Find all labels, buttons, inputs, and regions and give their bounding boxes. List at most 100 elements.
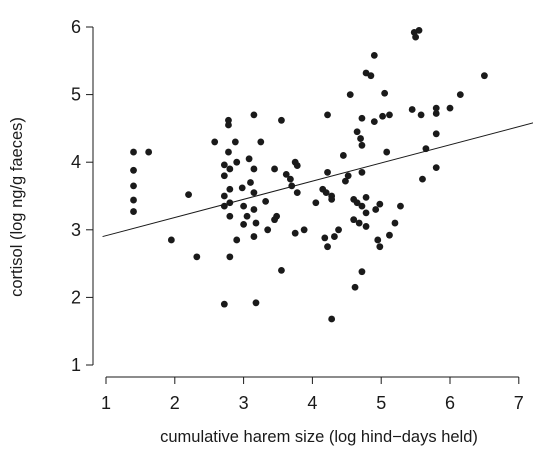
data-point bbox=[376, 243, 384, 251]
x-tick-label: 4 bbox=[307, 393, 317, 413]
data-point bbox=[250, 206, 258, 213]
data-point bbox=[226, 185, 234, 193]
data-point bbox=[247, 179, 254, 186]
data-point bbox=[397, 202, 404, 210]
y-axis-label: cortisol (log ng/g faeces) bbox=[8, 117, 26, 297]
x-tick-label: 6 bbox=[445, 393, 455, 413]
data-point bbox=[446, 104, 454, 112]
trend-line bbox=[102, 122, 533, 238]
data-point bbox=[130, 182, 137, 190]
data-point bbox=[412, 33, 419, 41]
data-point bbox=[252, 219, 260, 227]
data-point bbox=[226, 212, 234, 220]
data-point bbox=[381, 89, 389, 97]
y-tick-label: 6 bbox=[71, 17, 81, 37]
data-point bbox=[264, 226, 272, 234]
data-point bbox=[339, 152, 347, 159]
data-point bbox=[145, 148, 153, 156]
data-point bbox=[350, 216, 358, 224]
data-point bbox=[351, 283, 359, 291]
data-point bbox=[331, 233, 338, 240]
plot-area bbox=[102, 26, 533, 323]
data-point bbox=[245, 155, 253, 163]
data-point bbox=[362, 223, 370, 230]
data-point bbox=[130, 148, 137, 156]
x-tick-label: 1 bbox=[101, 393, 111, 413]
y-tick-label: 4 bbox=[71, 152, 81, 172]
data-point bbox=[417, 111, 425, 119]
data-point bbox=[257, 138, 265, 146]
data-point bbox=[376, 200, 384, 208]
data-point bbox=[282, 170, 290, 178]
data-point bbox=[355, 219, 363, 227]
data-point bbox=[130, 196, 137, 204]
data-point bbox=[130, 166, 137, 174]
data-point bbox=[357, 135, 364, 142]
data-point bbox=[370, 118, 378, 126]
data-point bbox=[167, 236, 175, 244]
data-point bbox=[362, 193, 370, 201]
data-point bbox=[362, 209, 370, 217]
data-point bbox=[358, 168, 366, 176]
data-point bbox=[408, 106, 416, 113]
data-point bbox=[220, 192, 228, 200]
y-tick-label: 3 bbox=[71, 220, 81, 240]
data-point bbox=[240, 202, 248, 210]
data-point bbox=[456, 91, 464, 98]
data-point bbox=[328, 195, 336, 203]
data-point bbox=[432, 110, 440, 117]
data-point bbox=[220, 172, 228, 180]
data-point bbox=[432, 164, 440, 172]
data-point bbox=[271, 165, 278, 173]
data-point bbox=[346, 91, 354, 98]
data-point bbox=[353, 128, 361, 136]
data-point bbox=[324, 243, 331, 251]
data-point bbox=[250, 111, 258, 119]
data-point bbox=[321, 234, 329, 242]
data-point bbox=[379, 112, 386, 120]
data-point bbox=[220, 300, 228, 308]
data-point bbox=[358, 141, 366, 149]
data-point bbox=[226, 199, 234, 207]
data-point bbox=[353, 199, 361, 207]
data-point bbox=[233, 236, 241, 244]
x-axis-label: cumulative harem size (log hind−days hel… bbox=[160, 428, 478, 446]
data-point bbox=[344, 172, 352, 180]
data-point bbox=[372, 206, 380, 213]
data-point bbox=[324, 168, 331, 176]
data-point bbox=[312, 199, 320, 207]
data-point bbox=[250, 189, 258, 197]
data-point bbox=[226, 165, 234, 173]
data-point bbox=[391, 219, 399, 227]
y-tick-label: 1 bbox=[71, 355, 81, 375]
data-point bbox=[419, 175, 426, 183]
data-point bbox=[250, 165, 258, 173]
data-point bbox=[220, 161, 228, 169]
data-point bbox=[225, 121, 232, 129]
data-point bbox=[358, 268, 366, 276]
data-point bbox=[225, 116, 232, 124]
data-point bbox=[342, 177, 349, 185]
data-point bbox=[432, 104, 440, 112]
data-point bbox=[250, 233, 258, 240]
data-point bbox=[211, 138, 219, 146]
data-point bbox=[370, 51, 378, 59]
data-point bbox=[185, 191, 192, 199]
data-point bbox=[328, 315, 336, 323]
data-point bbox=[130, 208, 137, 215]
x-tick-label: 5 bbox=[376, 393, 386, 413]
axes: 1 2 3 4 5 6 7 1 2 3 4 5 6 bbox=[71, 17, 524, 413]
data-point bbox=[300, 226, 308, 234]
data-point bbox=[291, 229, 299, 237]
data-point bbox=[335, 226, 342, 234]
data-point bbox=[243, 212, 251, 220]
data-point bbox=[374, 236, 382, 244]
data-point bbox=[286, 175, 294, 183]
x-tick-label: 2 bbox=[170, 393, 180, 413]
x-tick-label: 7 bbox=[514, 393, 524, 413]
data-point bbox=[262, 198, 270, 205]
data-point bbox=[278, 266, 285, 274]
data-point bbox=[288, 182, 296, 190]
data-point bbox=[238, 184, 246, 192]
